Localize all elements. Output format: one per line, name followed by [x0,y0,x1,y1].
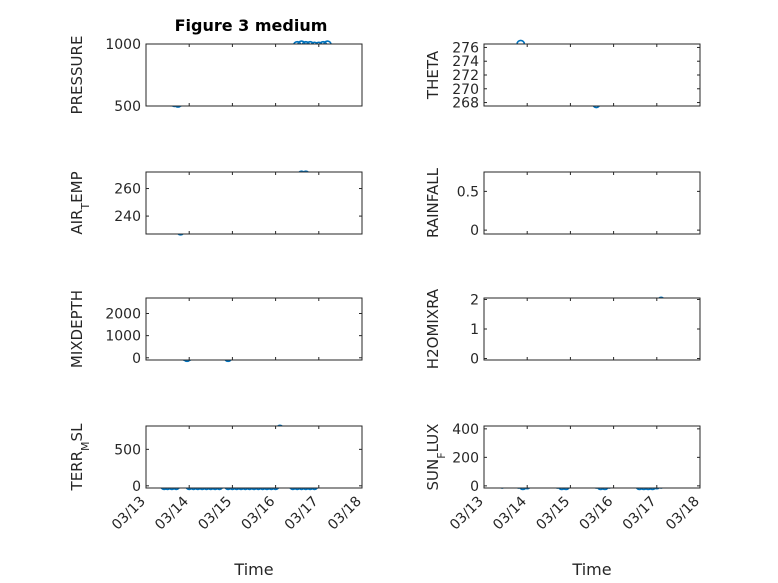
y-tick-label: 274 [452,54,479,70]
y-tick-label: 0 [470,352,479,368]
y-axis-label: SUNFLUX [424,424,448,491]
y-tick-label: 1 [470,322,479,338]
y-tick-label: 500 [114,442,141,458]
y-tick-label: 200 [452,450,479,466]
y-tick-label: 2 [470,292,479,308]
y-tick-label: 276 [452,40,479,56]
y-tick-label: 0 [132,351,141,367]
y-tick-label: 1000 [105,329,141,345]
x-axis-label: Time [233,560,273,579]
axes-frame [145,43,363,107]
y-tick-label: 260 [114,182,141,198]
y-tick-label: 272 [452,68,479,84]
subplot-air-temp: 240 260 AIRTEMP [68,170,363,236]
axes-frame [145,425,363,489]
y-tick-label: 0.5 [457,184,479,200]
axes-frame [483,425,701,489]
y-axis-label: AIRTEMP [68,171,92,234]
y-axis-label: RAINFALL [424,167,442,238]
axes-frame [483,171,701,235]
subplot-mixdepth: 0 1000 2000 MIXDEPTH [68,290,363,368]
subplot-pressure: 500 1000 PRESSURE [68,36,363,115]
y-tick-label: 0 [470,223,479,239]
subplot-rainfall: 0 0.5 RAINFALL [424,167,701,239]
subplot-sun-flux: 03/13 03/14 03/15 03/16 03/17 03/180200400SUN… [424,422,703,579]
y-tick-label: 1000 [105,37,141,53]
y-tick-label: 500 [114,99,141,115]
subplot-h2omixra: 0 1 2 H2OMIXRA [424,288,701,369]
axes-frame [483,43,701,107]
y-axis-label: MIXDEPTH [68,290,86,368]
y-tick-label: 268 [452,96,479,112]
y-tick-label: 2000 [105,307,141,323]
y-tick-label: 240 [114,209,141,225]
axes-frame [145,297,363,361]
y-tick-label: 0 [132,479,141,495]
axes-frame [483,297,701,361]
y-tick-label: 400 [452,422,479,438]
y-tick-label: 270 [452,82,479,98]
y-tick-label: 0 [470,479,479,495]
axes-frame [145,171,363,235]
y-axis-label: H2OMIXRA [424,288,442,369]
x-axis-label: Time [571,560,611,579]
y-axis-label: THETA [424,50,442,100]
y-axis-label: PRESSURE [68,36,86,115]
figure-title: Figure 3 medium [175,16,328,35]
y-axis-label: TERRMSL [68,423,92,492]
